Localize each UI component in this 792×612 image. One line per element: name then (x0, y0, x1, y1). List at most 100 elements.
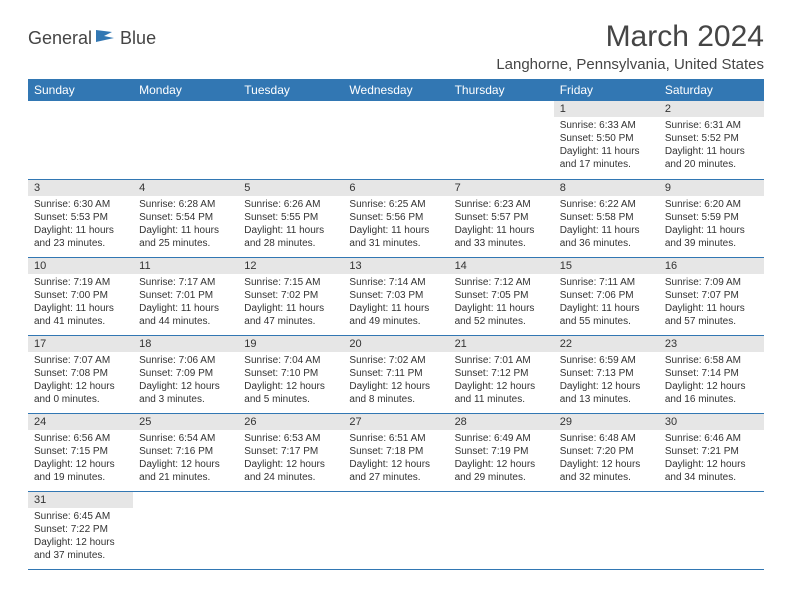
daylight-text: Daylight: 11 hours (349, 224, 442, 237)
weekday-header: Monday (133, 79, 238, 101)
daylight-text: Daylight: 12 hours (244, 458, 337, 471)
daylight-text2: and 44 minutes. (139, 315, 232, 328)
sunset-text: Sunset: 5:52 PM (665, 132, 758, 145)
weekday-header: Saturday (659, 79, 764, 101)
day-number: 22 (554, 336, 659, 352)
day-number: 18 (133, 336, 238, 352)
calendar-cell: 26Sunrise: 6:53 AMSunset: 7:17 PMDayligh… (238, 413, 343, 491)
calendar-cell (343, 101, 448, 179)
daylight-text: Daylight: 12 hours (34, 536, 127, 549)
sunset-text: Sunset: 7:05 PM (455, 289, 548, 302)
weekday-header: Thursday (449, 79, 554, 101)
day-content: Sunrise: 6:23 AMSunset: 5:57 PMDaylight:… (449, 196, 554, 254)
sunrise-text: Sunrise: 7:06 AM (139, 354, 232, 367)
daylight-text2: and 8 minutes. (349, 393, 442, 406)
sunrise-text: Sunrise: 7:14 AM (349, 276, 442, 289)
daylight-text: Daylight: 11 hours (455, 224, 548, 237)
daylight-text2: and 17 minutes. (560, 158, 653, 171)
day-number: 17 (28, 336, 133, 352)
daylight-text2: and 28 minutes. (244, 237, 337, 250)
logo-word1: General (28, 28, 92, 49)
daylight-text2: and 21 minutes. (139, 471, 232, 484)
calendar-cell: 9Sunrise: 6:20 AMSunset: 5:59 PMDaylight… (659, 179, 764, 257)
day-content: Sunrise: 6:54 AMSunset: 7:16 PMDaylight:… (133, 430, 238, 488)
sunset-text: Sunset: 7:01 PM (139, 289, 232, 302)
daylight-text2: and 20 minutes. (665, 158, 758, 171)
daylight-text2: and 37 minutes. (34, 549, 127, 562)
daylight-text2: and 24 minutes. (244, 471, 337, 484)
day-number: 15 (554, 258, 659, 274)
daylight-text: Daylight: 11 hours (560, 145, 653, 158)
calendar-cell: 15Sunrise: 7:11 AMSunset: 7:06 PMDayligh… (554, 257, 659, 335)
calendar-row: 31Sunrise: 6:45 AMSunset: 7:22 PMDayligh… (28, 491, 764, 569)
day-number: 28 (449, 414, 554, 430)
day-content: Sunrise: 7:02 AMSunset: 7:11 PMDaylight:… (343, 352, 448, 410)
daylight-text2: and 0 minutes. (34, 393, 127, 406)
weekday-header: Friday (554, 79, 659, 101)
daylight-text2: and 39 minutes. (665, 237, 758, 250)
weekday-header: Sunday (28, 79, 133, 101)
sunrise-text: Sunrise: 6:28 AM (139, 198, 232, 211)
day-number: 14 (449, 258, 554, 274)
daylight-text2: and 16 minutes. (665, 393, 758, 406)
daylight-text: Daylight: 12 hours (455, 458, 548, 471)
sunrise-text: Sunrise: 6:33 AM (560, 119, 653, 132)
sunset-text: Sunset: 7:22 PM (34, 523, 127, 536)
calendar-cell: 12Sunrise: 7:15 AMSunset: 7:02 PMDayligh… (238, 257, 343, 335)
sunset-text: Sunset: 7:17 PM (244, 445, 337, 458)
daylight-text: Daylight: 11 hours (665, 224, 758, 237)
daylight-text: Daylight: 11 hours (455, 302, 548, 315)
day-number: 23 (659, 336, 764, 352)
daylight-text2: and 3 minutes. (139, 393, 232, 406)
calendar-cell: 31Sunrise: 6:45 AMSunset: 7:22 PMDayligh… (28, 491, 133, 569)
calendar-cell: 6Sunrise: 6:25 AMSunset: 5:56 PMDaylight… (343, 179, 448, 257)
sunrise-text: Sunrise: 6:56 AM (34, 432, 127, 445)
day-number: 20 (343, 336, 448, 352)
calendar-cell: 29Sunrise: 6:48 AMSunset: 7:20 PMDayligh… (554, 413, 659, 491)
daylight-text: Daylight: 12 hours (665, 458, 758, 471)
sunset-text: Sunset: 7:00 PM (34, 289, 127, 302)
daylight-text: Daylight: 12 hours (34, 458, 127, 471)
daylight-text2: and 25 minutes. (139, 237, 232, 250)
day-number: 27 (343, 414, 448, 430)
daylight-text: Daylight: 11 hours (244, 302, 337, 315)
sunrise-text: Sunrise: 6:58 AM (665, 354, 758, 367)
calendar-cell: 23Sunrise: 6:58 AMSunset: 7:14 PMDayligh… (659, 335, 764, 413)
sunrise-text: Sunrise: 6:20 AM (665, 198, 758, 211)
calendar-cell (449, 101, 554, 179)
daylight-text: Daylight: 11 hours (34, 224, 127, 237)
sunset-text: Sunset: 5:58 PM (560, 211, 653, 224)
sunrise-text: Sunrise: 6:48 AM (560, 432, 653, 445)
calendar-cell (28, 101, 133, 179)
day-content: Sunrise: 6:56 AMSunset: 7:15 PMDaylight:… (28, 430, 133, 488)
calendar-cell: 16Sunrise: 7:09 AMSunset: 7:07 PMDayligh… (659, 257, 764, 335)
calendar-cell: 20Sunrise: 7:02 AMSunset: 7:11 PMDayligh… (343, 335, 448, 413)
daylight-text2: and 13 minutes. (560, 393, 653, 406)
calendar-cell: 25Sunrise: 6:54 AMSunset: 7:16 PMDayligh… (133, 413, 238, 491)
day-number: 16 (659, 258, 764, 274)
calendar-cell (238, 491, 343, 569)
sunrise-text: Sunrise: 7:04 AM (244, 354, 337, 367)
day-number: 4 (133, 180, 238, 196)
day-number: 31 (28, 492, 133, 508)
day-number: 21 (449, 336, 554, 352)
daylight-text: Daylight: 11 hours (349, 302, 442, 315)
calendar-cell: 28Sunrise: 6:49 AMSunset: 7:19 PMDayligh… (449, 413, 554, 491)
sunset-text: Sunset: 7:16 PM (139, 445, 232, 458)
calendar-cell (238, 101, 343, 179)
sunrise-text: Sunrise: 7:12 AM (455, 276, 548, 289)
day-number: 6 (343, 180, 448, 196)
title-block: March 2024 Langhorne, Pennsylvania, Unit… (496, 20, 764, 73)
calendar-cell: 22Sunrise: 6:59 AMSunset: 7:13 PMDayligh… (554, 335, 659, 413)
sunrise-text: Sunrise: 7:17 AM (139, 276, 232, 289)
day-content: Sunrise: 7:19 AMSunset: 7:00 PMDaylight:… (28, 274, 133, 332)
day-content: Sunrise: 7:04 AMSunset: 7:10 PMDaylight:… (238, 352, 343, 410)
day-content: Sunrise: 6:30 AMSunset: 5:53 PMDaylight:… (28, 196, 133, 254)
calendar-page: General Blue March 2024 Langhorne, Penns… (0, 0, 792, 590)
calendar-cell (133, 101, 238, 179)
daylight-text: Daylight: 11 hours (560, 224, 653, 237)
daylight-text2: and 29 minutes. (455, 471, 548, 484)
sunrise-text: Sunrise: 6:59 AM (560, 354, 653, 367)
daylight-text: Daylight: 11 hours (34, 302, 127, 315)
sunrise-text: Sunrise: 7:02 AM (349, 354, 442, 367)
